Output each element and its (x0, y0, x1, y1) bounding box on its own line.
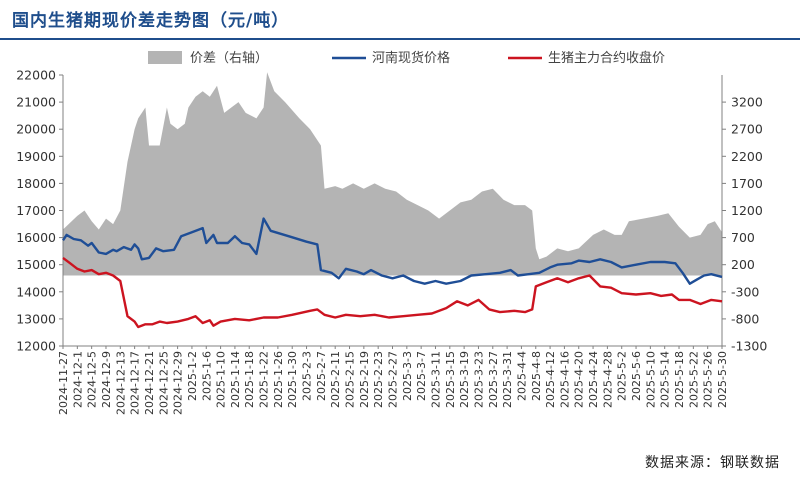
x-tick-label: 2025-5-14 (659, 351, 672, 408)
x-tick-label: 2025-3-19 (458, 351, 471, 408)
y-right-tick-label: 1700 (731, 176, 763, 191)
x-tick-label: 2025-4-20 (573, 351, 586, 408)
x-tick-label: 2025-5-22 (687, 351, 700, 408)
x-tick-label: 2025-1-2 (186, 351, 199, 401)
y-right-tick-label: -300 (731, 284, 759, 299)
y-right-tick-label: 3200 (731, 95, 763, 110)
x-tick-label: 2025-3-11 (429, 351, 442, 408)
y-right-tick-label: -800 (731, 311, 759, 326)
x-tick-label: 2025-3-15 (444, 351, 457, 408)
x-tick-label: 2024-11-27 (57, 351, 70, 415)
x-tick-label: 2025-2-23 (372, 351, 385, 408)
spot-price-line (62, 217, 723, 285)
y-left-tick-label: 12000 (16, 339, 56, 354)
y-left-tick-label: 21000 (16, 95, 56, 110)
data-source-note: 数据来源：钢联数据 (645, 455, 780, 471)
y-left-tick-label: 22000 (16, 68, 56, 83)
x-tick-label: 2025-4-4 (515, 351, 528, 401)
x-tick-label: 2024-12-5 (86, 351, 99, 408)
x-tick-label: 2025-1-26 (272, 351, 285, 408)
legend: 价差（右轴） 河南现货价格 生猪主力合约收盘价 (148, 50, 665, 66)
x-tick-label: 2025-1-22 (258, 351, 271, 408)
legend-swatch-spread (148, 51, 182, 64)
plot-area: 22000 21000 20000 19000 18000 17000 16000 15000… (16, 68, 767, 415)
y-right-tick-label: -1300 (731, 339, 767, 354)
x-tick-label: 2025-2-19 (358, 351, 371, 408)
chart-svg: 价差（右轴） 河南现货价格 生猪主力合约收盘价 22000 21000 20000 1… (16, 50, 767, 415)
y-left-tick-label: 18000 (16, 176, 56, 191)
title-divider (0, 38, 800, 40)
x-tick-label: 2024-12-21 (143, 351, 156, 415)
x-tick-label: 2025-5-26 (702, 351, 715, 408)
y-right-tick-label: 2700 (731, 122, 763, 137)
x-tick-label: 2025-5-6 (630, 351, 643, 401)
x-tick-label: 2025-5-18 (673, 351, 686, 408)
x-tick-label: 2025-2-7 (315, 351, 328, 401)
y-left-tick-label: 20000 (16, 122, 56, 137)
futures-price-line (62, 256, 723, 329)
y-left-tick-label: 14000 (16, 284, 56, 299)
x-tick-label: 2025-1-18 (243, 351, 256, 408)
x-tick-label: 2025-3-3 (401, 351, 414, 401)
x-tick-label: 2025-2-11 (329, 351, 342, 408)
y-left-tick-label: 16000 (16, 230, 56, 245)
spread-area (63, 72, 722, 276)
x-tick-label: 2025-1-30 (286, 351, 299, 408)
y-left-tick-label: 17000 (16, 203, 56, 218)
x-tick-label: 2024-12-25 (157, 351, 170, 415)
x-tick-label: 2025-4-28 (601, 351, 614, 408)
x-tick-label: 2025-5-2 (616, 351, 629, 401)
x-tick-label: 2024-12-13 (114, 351, 127, 415)
x-tick-label: 2025-4-8 (530, 351, 543, 401)
x-tick-label: 2024-12-29 (172, 351, 185, 415)
x-tick-label: 2025-1-14 (229, 351, 242, 408)
x-tick-label: 2025-3-31 (501, 351, 514, 408)
x-tick-label: 2024-12-9 (100, 351, 113, 408)
legend-label-spread: 价差（右轴） (190, 51, 268, 66)
x-tick-label: 2025-2-27 (387, 351, 400, 408)
legend-label-futures: 生猪主力合约收盘价 (548, 50, 665, 66)
y-left-tick-label: 15000 (16, 257, 56, 272)
y-right-tick-label: 2200 (731, 149, 763, 164)
x-tick-label: 2025-1-6 (200, 351, 213, 401)
y-right-tick-label: 1200 (731, 203, 763, 218)
y-left-tick-label: 19000 (16, 149, 56, 164)
x-tick-label: 2025-2-3 (301, 351, 314, 401)
x-tick-label: 2025-3-7 (415, 351, 428, 401)
chart-title: 国内生猪期现价差走势图（元/吨） (12, 11, 290, 31)
x-tick-label: 2025-4-16 (558, 351, 571, 408)
x-tick-label: 2024-12-17 (129, 351, 142, 415)
y-left-tick-label: 13000 (16, 311, 56, 326)
x-tick-label: 2025-5-10 (644, 351, 657, 408)
x-tick-label: 2025-4-12 (544, 351, 557, 408)
x-tick-label: 2025-3-23 (472, 351, 485, 408)
x-tick-label: 2024-12-1 (71, 351, 84, 408)
y-right-tick-label: 200 (731, 257, 755, 272)
y-right-tick-label: 700 (731, 230, 755, 245)
x-tick-label: 2025-4-24 (587, 351, 600, 408)
legend-label-spot: 河南现货价格 (372, 50, 450, 66)
x-tick-label: 2025-3-27 (487, 351, 500, 408)
x-tick-label: 2025-5-30 (716, 351, 729, 408)
x-tick-label: 2025-1-10 (215, 351, 228, 408)
x-tick-label: 2025-2-15 (344, 351, 357, 408)
